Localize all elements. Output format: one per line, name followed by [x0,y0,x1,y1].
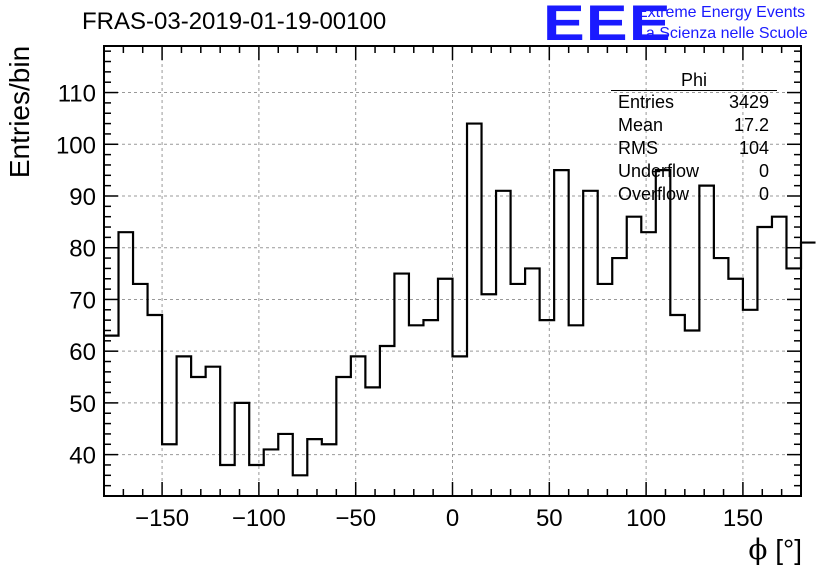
x-tick-label: 0 [446,505,459,532]
histogram-bin [540,320,555,496]
histogram-bin [525,268,540,496]
logo-line-2: La Scienza nelle Scuole [637,25,808,42]
histogram-bin [206,367,221,496]
y-tick-label: 50 [69,391,96,418]
y-tick-label: 80 [69,236,96,263]
histogram-bin [336,377,351,496]
histogram-bin [554,170,569,496]
histogram-bin [743,310,758,496]
x-tick-label: 50 [536,505,563,532]
x-tick-label: 150 [723,505,763,532]
stats-label: Overflow [618,184,690,204]
y-tick-label: 60 [69,339,96,366]
stats-row-underflow: Underflow 0 [611,160,777,183]
histogram-bin [264,449,279,496]
x-axis-unit: [°] [775,534,802,565]
histogram-bin [162,444,177,496]
chart-title: FRAS-03-2019-01-19-00100 [82,8,387,35]
histogram-bin [656,170,671,496]
histogram-bin [453,356,468,496]
histogram-bin [511,284,526,496]
histogram-bin [220,465,235,496]
histogram-bin [670,315,685,496]
stats-row-overflow: Overflow 0 [611,183,777,206]
stats-value: 17.2 [733,115,769,135]
x-tick-label: 100 [626,505,666,532]
histogram-bin [307,439,322,496]
histogram-bin [612,258,627,496]
histogram-bin [699,186,714,496]
stats-label: RMS [618,138,658,158]
stats-box: Phi Entries 3429 Mean 17.2 RMS 104 Underflo… [611,70,777,206]
histogram-bin [293,475,308,496]
stats-value: 3429 [728,92,769,112]
histogram-bin [365,387,380,496]
stats-label: Mean [618,115,664,135]
stats-row-rms: RMS 104 [611,137,777,160]
histogram-bin [728,279,743,496]
histogram-bin [423,320,438,496]
histogram-bin [583,191,598,496]
histogram-bin [191,377,206,496]
tick-labels: −150 −100 −50 0 50 100 150 40 50 60 70 80 90 100 110 [56,81,763,532]
histogram-bin [627,217,642,496]
histogram-bin [177,356,192,496]
histogram-bin [249,465,264,496]
y-tick-label: 100 [56,132,96,159]
histogram-bin [467,124,482,496]
x-tick-label: −150 [135,505,189,532]
histogram-bin [641,232,656,496]
histogram-bin [148,315,163,496]
histogram-bin [801,243,816,496]
histogram-bars [104,122,816,496]
y-axis-label: Entries/bin [4,45,35,179]
x-tick-label: −100 [232,505,286,532]
histogram-bin [714,258,729,496]
y-tick-label: 110 [58,81,96,108]
histogram-bin [685,330,700,496]
histogram-bin [757,227,772,496]
histogram-bin [235,403,250,496]
histogram-bin [351,356,366,496]
histogram-bin [380,346,395,496]
x-axis-symbol: ϕ [748,533,768,566]
x-tick-label: −50 [335,505,376,532]
histogram-bin [438,279,453,496]
histogram-bin [598,284,613,496]
stats-label: Underflow [618,161,700,181]
plot-frame [103,45,802,497]
histogram-bin [133,284,148,496]
stats-row-entries: Entries 3429 [611,91,777,114]
histogram-bin [322,444,337,496]
y-tick-label: 90 [69,184,96,211]
stats-title: Phi [611,70,777,91]
y-tick-label: 70 [69,287,96,314]
histogram-bin [119,232,134,496]
stats-value: 0 [758,184,769,204]
logo-line-1: Extreme Energy Events [637,4,806,21]
stats-row-mean: Mean 17.2 [611,114,777,137]
stats-value: 104 [738,138,769,158]
histogram-bin [496,191,511,496]
x-axis-label: ϕ [°] [748,533,802,566]
histogram-bin [772,217,787,496]
stats-label: Entries [618,92,675,112]
stats-value: 0 [758,161,769,181]
histogram-bin [482,294,497,496]
histogram-step-line [104,122,816,477]
eee-logo: EEE [543,0,672,51]
histogram-bin [278,434,293,496]
y-tick-label: 40 [69,443,96,470]
histogram-bin [394,274,409,496]
histogram-bin [569,325,584,496]
histogram-bin [104,336,119,496]
